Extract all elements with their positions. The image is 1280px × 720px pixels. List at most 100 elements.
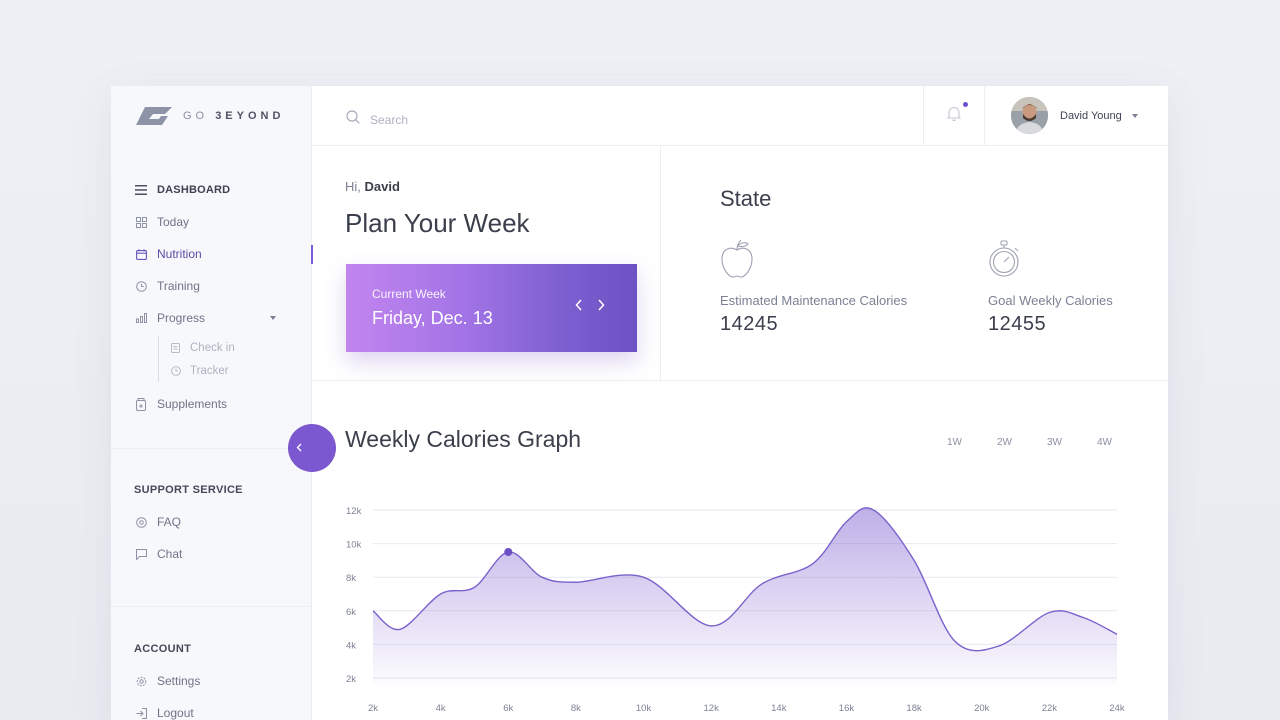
sidebar-item-today[interactable]: Today bbox=[134, 206, 312, 238]
stat-maintenance: Estimated Maintenance Calories 14245 bbox=[720, 238, 907, 336]
calendar-icon bbox=[134, 247, 148, 261]
sidebar: GO 3EYOND DASHBOARD Today Nutrition bbox=[111, 86, 313, 720]
avatar bbox=[1011, 97, 1048, 134]
search-icon bbox=[346, 110, 360, 129]
y-tick-label: 2k bbox=[346, 674, 356, 685]
clock-icon bbox=[171, 365, 183, 377]
search-bar bbox=[346, 110, 670, 129]
x-tick-label: 4k bbox=[436, 703, 446, 714]
sidebar-item-label: Logout bbox=[157, 706, 194, 720]
logo-icon bbox=[136, 107, 172, 125]
range-tabs: 1W 2W 3W 4W bbox=[947, 437, 1147, 448]
sidebar-item-settings[interactable]: Settings bbox=[134, 665, 312, 697]
clipboard-icon bbox=[171, 342, 183, 354]
grid-icon bbox=[134, 215, 148, 229]
user-name: David Young bbox=[1060, 109, 1122, 122]
series-area bbox=[373, 507, 1117, 686]
supplement-bottle-icon bbox=[134, 397, 148, 411]
sidebar-divider bbox=[111, 606, 311, 607]
sidebar-nav: DASHBOARD Today Nutrition Training bbox=[134, 174, 313, 420]
sidebar-item-dashboard[interactable]: DASHBOARD bbox=[134, 174, 312, 206]
chevron-down-icon bbox=[1131, 113, 1138, 118]
account-nav: Settings Logout bbox=[134, 665, 312, 720]
current-week-card: Current Week Friday, Dec. 13 bbox=[346, 264, 637, 352]
sidebar-item-label: Today bbox=[157, 215, 190, 229]
x-tick-label: 22k bbox=[1042, 703, 1058, 714]
sidebar-item-label: Chat bbox=[157, 547, 183, 561]
sidebar-subitem-tracker[interactable]: Tracker bbox=[171, 359, 312, 382]
chevron-right-icon bbox=[597, 298, 605, 316]
x-tick-label: 2k bbox=[368, 703, 378, 714]
x-tick-label: 10k bbox=[636, 703, 652, 714]
prev-week-button[interactable] bbox=[568, 296, 588, 318]
logo[interactable]: GO 3EYOND bbox=[135, 106, 284, 126]
bar-chart-icon bbox=[134, 311, 148, 325]
x-tick-label: 12k bbox=[704, 703, 720, 714]
x-tick-label: 6k bbox=[503, 703, 513, 714]
sidebar-item-label: Nutrition bbox=[157, 247, 202, 261]
sidebar-divider bbox=[111, 448, 311, 449]
gear-icon bbox=[134, 674, 148, 688]
greeting: Hi, David bbox=[345, 179, 400, 194]
plan-week-panel: Hi, David Plan Your Week Current Week Fr… bbox=[312, 146, 661, 381]
y-tick-label: 4k bbox=[346, 640, 356, 651]
chat-icon bbox=[134, 547, 148, 561]
sidebar-item-faq[interactable]: FAQ bbox=[134, 506, 312, 538]
chevron-left-icon bbox=[296, 441, 302, 455]
chevron-down-icon bbox=[270, 316, 276, 320]
next-week-button[interactable] bbox=[591, 296, 611, 318]
page-title: Plan Your Week bbox=[345, 208, 530, 238]
tab-4w[interactable]: 4W bbox=[1097, 437, 1112, 448]
stat-label: Estimated Maintenance Calories bbox=[720, 293, 908, 308]
stat-value: 14245 bbox=[720, 313, 779, 335]
notifications-button[interactable] bbox=[923, 86, 985, 146]
stat-goal: Goal Weekly Calories 12455 bbox=[988, 238, 1113, 336]
y-tick-label: 10k bbox=[346, 540, 362, 551]
apple-icon bbox=[720, 239, 754, 282]
sidebar-item-chat[interactable]: Chat bbox=[134, 538, 312, 570]
sidebar-item-label: Progress bbox=[157, 311, 206, 325]
sidebar-item-training[interactable]: Training bbox=[134, 270, 312, 302]
logo-text: GO 3EYOND bbox=[183, 110, 285, 122]
tab-1w[interactable]: 1W bbox=[947, 437, 962, 448]
account-section-title: ACCOUNT bbox=[134, 643, 192, 655]
sidebar-item-progress[interactable]: Progress bbox=[134, 302, 312, 334]
help-circle-icon bbox=[134, 515, 148, 529]
progress-subnav: Check in Tracker bbox=[158, 336, 312, 382]
stat-label: Goal Weekly Calories bbox=[988, 293, 1113, 308]
series-line bbox=[372, 507, 1118, 652]
sidebar-subitem-label: Check in bbox=[190, 341, 235, 354]
sidebar-item-nutrition[interactable]: Nutrition bbox=[134, 238, 313, 270]
weekly-calories-chart: 2k 4k 6k 8k 10k 12k 2k 4k 6k 8k 10k 12k 14k 16k 18k 20k… bbox=[346, 506, 1125, 714]
sidebar-item-label: Training bbox=[157, 279, 200, 293]
graph-title: Weekly Calories Graph bbox=[345, 426, 582, 452]
tab-2w[interactable]: 2W bbox=[997, 437, 1012, 448]
user-menu[interactable]: David Young bbox=[1011, 97, 1138, 134]
sidebar-item-label: Settings bbox=[157, 674, 201, 688]
x-tick-label: 14k bbox=[771, 703, 787, 714]
week-label: Current Week bbox=[372, 287, 446, 301]
x-tick-label: 18k bbox=[906, 703, 922, 714]
state-title: State bbox=[720, 186, 772, 211]
bell-icon bbox=[946, 106, 962, 126]
chevron-left-icon bbox=[574, 298, 582, 316]
notification-dot bbox=[963, 102, 968, 107]
x-tick-label: 24k bbox=[1109, 703, 1125, 714]
x-tick-label: 8k bbox=[571, 703, 581, 714]
x-tick-label: 20k bbox=[974, 703, 990, 714]
week-date: Friday, Dec. 13 bbox=[372, 308, 493, 328]
logout-icon bbox=[134, 706, 148, 720]
stat-value: 12455 bbox=[988, 313, 1047, 335]
search-input[interactable] bbox=[370, 112, 670, 127]
sidebar-subitem-check-in[interactable]: Check in bbox=[171, 336, 312, 359]
y-tick-label: 12k bbox=[346, 506, 362, 517]
sidebar-item-label: FAQ bbox=[157, 515, 182, 529]
support-section-title: SUPPORT SERVICE bbox=[134, 484, 243, 496]
sidebar-item-supplements[interactable]: Supplements bbox=[134, 388, 312, 420]
collapse-sidebar-button[interactable] bbox=[288, 424, 336, 472]
sidebar-item-logout[interactable]: Logout bbox=[134, 697, 312, 720]
tab-3w[interactable]: 3W bbox=[1047, 437, 1062, 448]
menu-icon bbox=[134, 183, 148, 197]
x-tick-label: 16k bbox=[839, 703, 855, 714]
clock-icon bbox=[134, 279, 148, 293]
